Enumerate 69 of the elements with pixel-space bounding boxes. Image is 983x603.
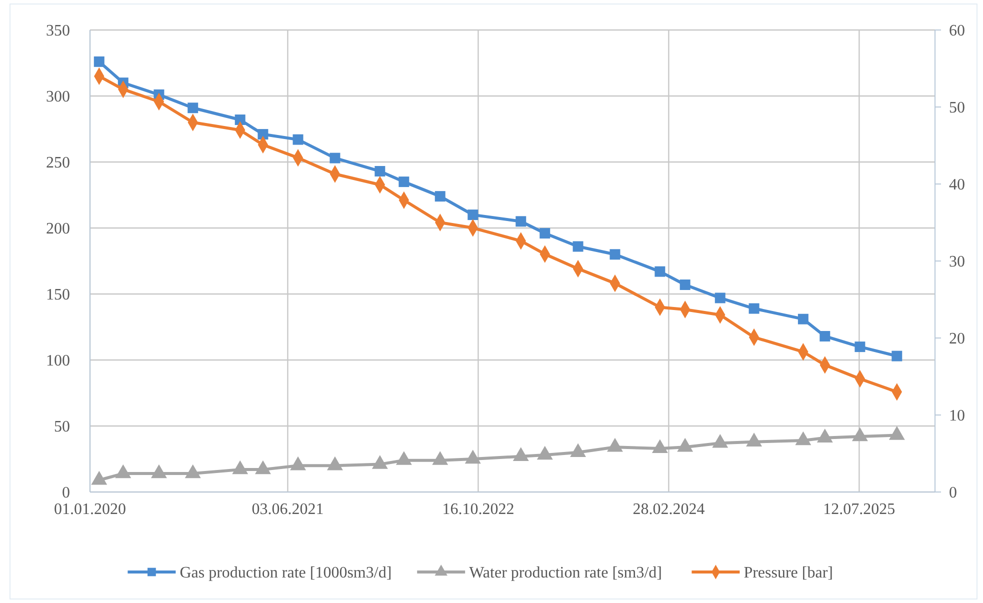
point — [572, 241, 584, 252]
point — [516, 216, 526, 227]
y2-tick-label: 40 — [949, 176, 965, 194]
point — [464, 450, 481, 464]
y-tick-label: 200 — [46, 220, 70, 238]
point — [652, 439, 668, 454]
point — [540, 228, 550, 239]
y2-tick-label: 30 — [949, 254, 965, 271]
point — [798, 314, 808, 324]
legend-label: Water production rate [sm3/d] — [469, 564, 662, 582]
point — [372, 455, 388, 469]
point — [570, 443, 586, 457]
y2-tick-label: 20 — [949, 330, 965, 348]
point — [816, 428, 833, 442]
point — [232, 460, 248, 474]
point — [512, 447, 529, 461]
y2-tick-label: 10 — [949, 408, 965, 425]
legend-label: Pressure [bar] — [744, 564, 833, 582]
y2-tick-label: 0 — [949, 484, 957, 502]
point — [290, 456, 306, 470]
point — [254, 460, 271, 474]
y2-tick-label: 60 — [949, 22, 965, 40]
y-tick-label: 300 — [46, 88, 70, 106]
point — [188, 102, 198, 114]
point — [468, 210, 478, 220]
x-tick-label: 16.10.2022 — [442, 501, 514, 518]
point — [610, 249, 620, 260]
point — [795, 431, 812, 446]
x-tick-label: 03.06.2021 — [252, 501, 324, 518]
point — [714, 292, 726, 304]
point — [607, 438, 623, 452]
point — [854, 342, 866, 352]
point — [115, 464, 132, 478]
point — [536, 446, 553, 460]
x-tick-label: 01.01.2020 — [54, 501, 126, 518]
y-tick-label: 0 — [62, 484, 70, 502]
point — [680, 280, 690, 290]
point — [434, 191, 446, 202]
point — [712, 434, 728, 448]
point — [326, 456, 343, 470]
point — [94, 56, 104, 67]
y-tick-label: 350 — [46, 22, 70, 40]
y-tick-label: 150 — [46, 286, 70, 304]
point — [748, 303, 760, 314]
point — [374, 166, 386, 176]
point — [150, 464, 167, 478]
point — [820, 330, 830, 342]
y-tick-label: 250 — [46, 154, 70, 172]
point — [330, 152, 340, 164]
point — [91, 470, 108, 485]
y-tick-label: 100 — [46, 352, 70, 370]
point — [746, 432, 762, 446]
point — [234, 114, 246, 126]
point — [396, 451, 412, 465]
x-tick-label: 28.02.2024 — [632, 501, 705, 518]
x-tick-label: 12.07.2025 — [823, 501, 896, 518]
point — [432, 451, 448, 465]
point — [292, 134, 304, 145]
point — [888, 426, 905, 440]
point — [398, 176, 410, 188]
y-tick-label: 50 — [54, 418, 70, 436]
y2-tick-label: 50 — [949, 100, 965, 117]
point — [258, 129, 268, 140]
legend-label: Gas production rate [1000sm3/d] — [180, 564, 392, 582]
point — [184, 464, 201, 478]
point — [677, 438, 694, 452]
point — [654, 266, 666, 277]
point — [852, 427, 868, 442]
point — [892, 350, 902, 362]
